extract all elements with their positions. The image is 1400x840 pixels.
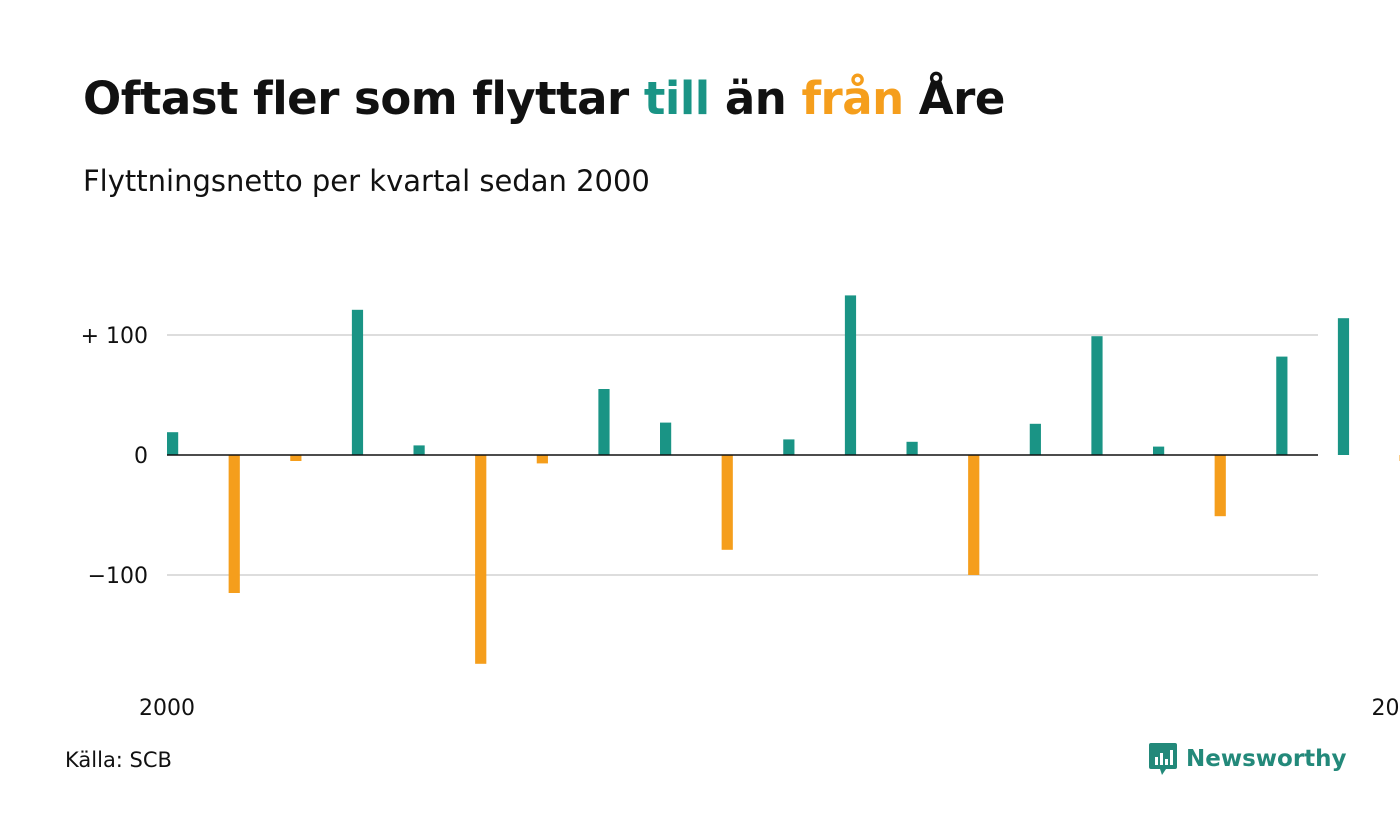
brand-logo: Newsworthy <box>1148 742 1347 776</box>
bar <box>844 295 857 455</box>
bar <box>228 455 240 593</box>
brand-name: Newsworthy <box>1186 746 1347 772</box>
bar <box>1029 423 1041 455</box>
source-note: Källa: SCB <box>65 748 172 772</box>
bar <box>413 445 425 455</box>
x-tick-label: 2005 <box>1372 696 1400 721</box>
y-tick-label: 0 <box>134 444 148 469</box>
bar <box>968 455 980 575</box>
bar <box>906 441 918 455</box>
title-part: Oftast fler som flyttar <box>83 72 644 125</box>
bar <box>1214 455 1226 517</box>
y-tick-label: −100 <box>88 564 148 589</box>
bars <box>167 295 1400 664</box>
title-highlight-till: till <box>643 72 710 125</box>
bar <box>290 455 302 461</box>
bar <box>1337 318 1350 455</box>
bar <box>1276 356 1288 455</box>
bar <box>475 455 487 664</box>
x-tick-label: 2000 <box>139 696 195 721</box>
bar <box>351 309 364 455</box>
bar <box>1091 336 1103 455</box>
title-part: Åre <box>903 72 1006 125</box>
y-tick-label: + 100 <box>81 324 148 349</box>
title-part: än <box>709 72 802 125</box>
bar <box>783 439 795 455</box>
bar <box>167 432 179 455</box>
title-highlight-fran: från <box>801 72 904 125</box>
chart-subtitle: Flyttningsnetto per kvartal sedan 2000 <box>83 164 650 198</box>
bar <box>598 389 610 455</box>
bar <box>660 422 672 455</box>
bar <box>536 455 548 464</box>
y-axis-labels: −100 0 + 100 <box>81 324 148 589</box>
bar-chart-speech-bubble-icon <box>1149 743 1177 775</box>
chart-title: Oftast fler som flyttar till än från Åre <box>83 72 1005 125</box>
bar <box>1153 446 1165 455</box>
x-axis-labels: 20002005201020152020 <box>139 696 1400 721</box>
bar <box>721 455 733 550</box>
